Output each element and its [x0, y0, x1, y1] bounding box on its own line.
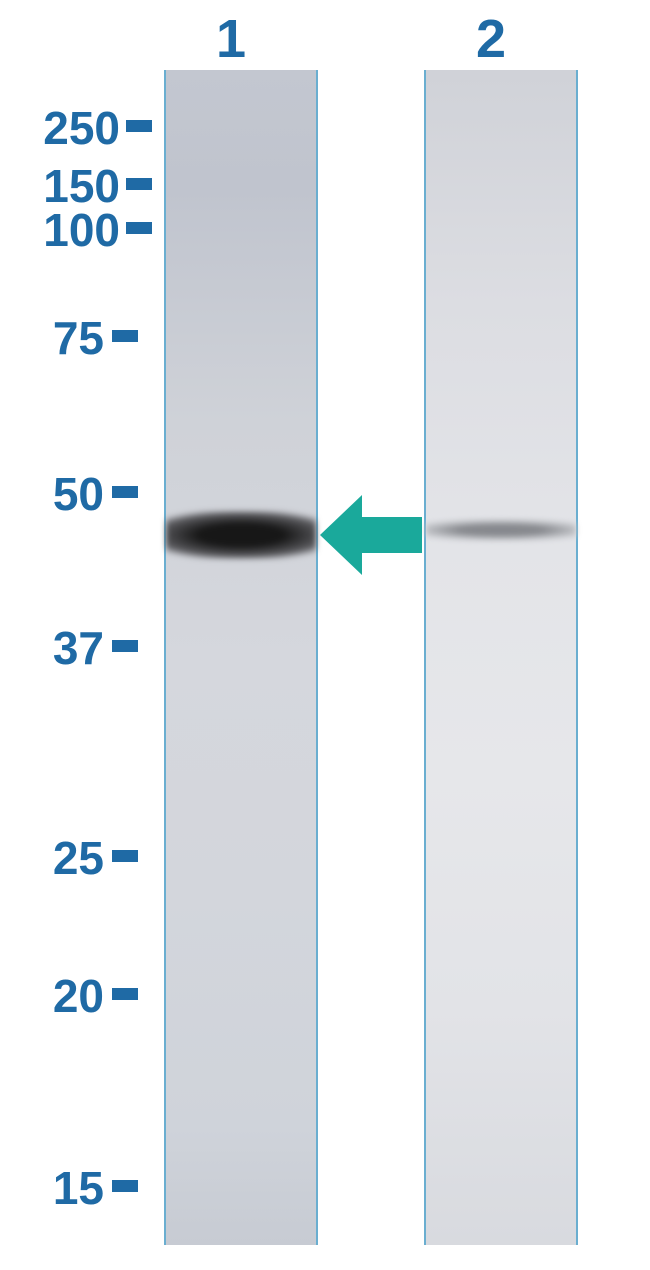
lane-2	[424, 70, 578, 1245]
marker-label-37: 37	[0, 621, 104, 675]
marker-tick-250	[126, 120, 152, 132]
marker-tick-20	[112, 988, 138, 1000]
lane-1-band	[166, 511, 316, 559]
marker-label-75: 75	[0, 311, 104, 365]
marker-tick-150	[126, 178, 152, 190]
lane-2-membrane	[426, 70, 576, 1245]
lane-1	[164, 70, 318, 1245]
marker-tick-75	[112, 330, 138, 342]
marker-tick-50	[112, 486, 138, 498]
marker-tick-15	[112, 1180, 138, 1192]
marker-label-15: 15	[0, 1161, 104, 1215]
marker-label-50: 50	[0, 467, 104, 521]
lane-2-band	[426, 519, 576, 541]
marker-tick-100	[126, 222, 152, 234]
blot-figure: 1 2 250 150 100 75 50 37 25 20 15	[0, 0, 650, 1270]
band-arrow-icon	[318, 493, 424, 577]
marker-tick-37	[112, 640, 138, 652]
marker-tick-25	[112, 850, 138, 862]
marker-label-25: 25	[0, 831, 104, 885]
marker-label-20: 20	[0, 969, 104, 1023]
lane-header-1: 1	[216, 8, 246, 70]
lane-header-2: 2	[476, 8, 506, 70]
marker-label-250: 250	[10, 101, 120, 155]
marker-label-100: 100	[10, 203, 120, 257]
lane-1-membrane	[166, 70, 316, 1245]
